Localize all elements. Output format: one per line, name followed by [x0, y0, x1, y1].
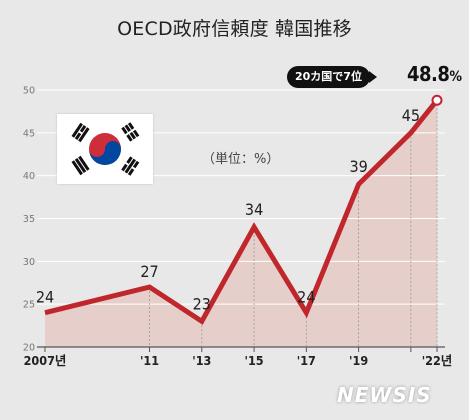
highlight-value: 48.8% — [407, 62, 462, 86]
newsis-watermark: NEWSIS — [337, 383, 432, 407]
series-line — [44, 98, 439, 325]
data-label: 24 — [36, 288, 54, 307]
highlight-unit: % — [449, 69, 462, 85]
data-label: 27 — [140, 262, 158, 281]
unit-note: （単位：%） — [202, 152, 280, 167]
y-tick-label: 35 — [23, 214, 35, 225]
area-fill — [45, 100, 437, 347]
korean-flag-icon — [57, 114, 153, 184]
data-label: 24 — [297, 288, 315, 307]
x-tick-label: '22년 — [422, 353, 453, 368]
chart-title: OECD政府信頼度 韓国推移 — [117, 18, 352, 40]
highlight-number: 48.8 — [407, 62, 450, 86]
x-tick-label: '17 — [297, 353, 316, 368]
x-tick-label: '11 — [140, 353, 159, 368]
y-tick-label: 45 — [23, 128, 35, 139]
data-label: 39 — [349, 157, 367, 176]
x-tick-label: 2007년 — [24, 353, 67, 368]
data-label: 34 — [245, 200, 263, 219]
highlight-point — [431, 94, 443, 106]
x-tick-label: '15 — [245, 353, 264, 368]
y-tick-label: 50 — [23, 86, 35, 97]
x-tick-label: '13 — [192, 353, 211, 368]
y-tick-label: 25 — [23, 300, 35, 311]
y-tick-label: 20 — [23, 343, 35, 354]
data-label: 45 — [402, 106, 420, 125]
x-tick-label: '19 — [349, 353, 368, 368]
rank-callout: 20カ国で7位 — [287, 66, 377, 88]
y-tick-label: 30 — [23, 257, 35, 268]
y-tick-label: 40 — [23, 171, 35, 182]
data-label: 23 — [193, 294, 211, 313]
